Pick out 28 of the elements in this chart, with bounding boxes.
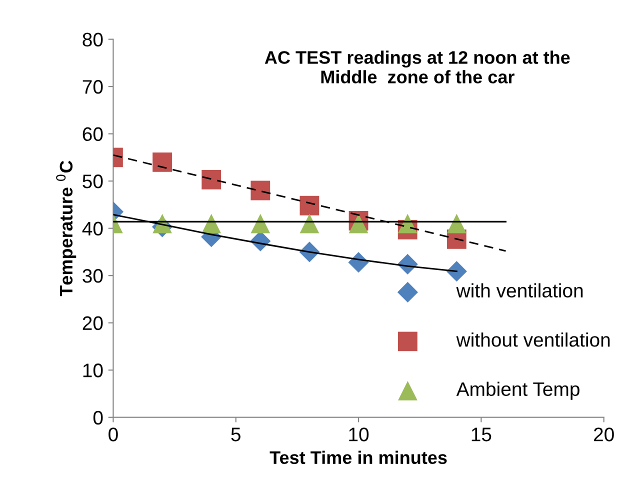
x-tick-label: 20: [594, 428, 614, 442]
point: [446, 214, 466, 234]
text: AC TEST readings at 12 noon at the Middle zone of the car: [264, 50, 570, 84]
y-axis-title: Temperature $^{0}$C: [56, 160, 76, 296]
y-tick-label: 10: [83, 364, 103, 378]
x-tick-label: 15: [472, 428, 492, 442]
point: [446, 261, 467, 282]
y-tick-label: 70: [82, 80, 103, 94]
legend-label: with ventilation: [456, 283, 583, 298]
legend-label: without ventilation: [456, 332, 610, 347]
x-tick-label: 10: [349, 428, 369, 442]
point: [250, 214, 270, 234]
y-tick-label: 50: [82, 174, 103, 188]
point: [300, 214, 320, 234]
y-tick-label: 80: [82, 32, 103, 47]
y-tick-label: 30: [82, 269, 103, 283]
point: [202, 170, 222, 190]
point: [300, 196, 320, 216]
point: [250, 180, 270, 200]
x-tick-label: 0: [108, 428, 118, 442]
y-tick-label: 40: [82, 222, 103, 236]
y-tick-label: 60: [82, 127, 103, 142]
x-tick-label: 5: [231, 428, 240, 442]
y-tick-label: 20: [82, 316, 103, 330]
y-tick-label: 0: [93, 410, 103, 425]
legend-label: Ambient Temp: [456, 382, 580, 400]
x-axis-title: Test Time in minutes: [270, 450, 447, 464]
point: [152, 152, 172, 172]
